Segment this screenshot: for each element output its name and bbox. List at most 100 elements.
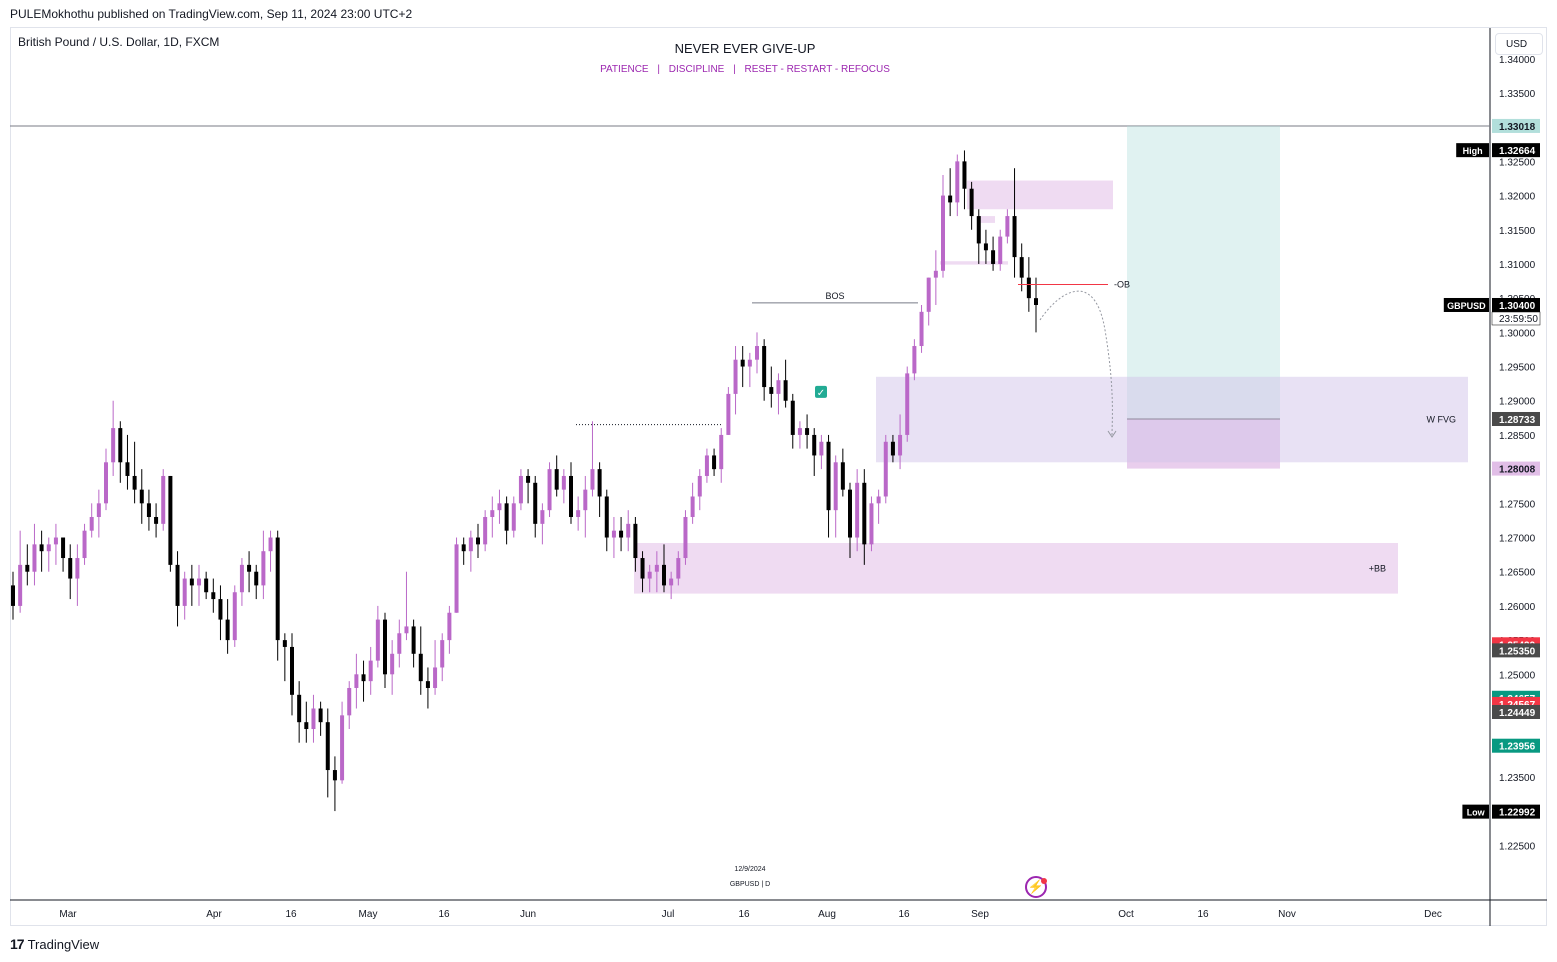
candle-body — [669, 578, 674, 586]
candle-body — [218, 599, 223, 620]
candle-body — [576, 510, 581, 518]
zone-label: W FVG — [1427, 415, 1457, 425]
candle-body — [783, 380, 788, 401]
candle-body — [812, 434, 817, 456]
x-tick-label: Mar — [59, 909, 77, 920]
candle-body — [640, 558, 645, 579]
price-label: 1.33018 — [1499, 122, 1536, 133]
candle-body — [189, 578, 194, 586]
candle-body — [454, 544, 459, 613]
candle-body — [805, 428, 810, 435]
candle-body — [11, 585, 15, 606]
candle-body — [39, 544, 44, 552]
check-icon — [815, 385, 827, 398]
candle-body — [662, 564, 666, 586]
price-tag: GBPUSD — [1447, 301, 1486, 311]
candle-body — [991, 250, 996, 264]
zone-label: +BB — [1369, 563, 1386, 573]
candle-body — [175, 564, 180, 606]
candle-body — [168, 475, 173, 565]
currency-button[interactable]: USD — [1495, 33, 1543, 55]
price-label-bg — [1492, 461, 1540, 476]
candle-body — [1026, 277, 1031, 299]
tradingview-mark-icon: 17 — [10, 936, 25, 952]
candle-body — [118, 428, 123, 463]
candle-body — [862, 482, 867, 545]
candle-body — [468, 537, 473, 552]
candle-body — [719, 434, 724, 470]
candle-body — [239, 564, 244, 593]
candle-body — [354, 674, 359, 688]
projection-arrowhead — [1107, 430, 1117, 438]
price-tag-bg — [1456, 143, 1489, 158]
note-item-patience: PATIENCE — [600, 64, 649, 75]
candle-body — [161, 475, 166, 524]
candle-body — [1019, 257, 1024, 278]
countdown-label: 23:59:50 — [1499, 314, 1538, 325]
candle-body — [769, 387, 774, 394]
x-tick-label: Jul — [662, 909, 675, 920]
candle-body — [848, 489, 852, 538]
y-tick-label: 1.29000 — [1499, 397, 1536, 408]
price-label-bg — [1492, 297, 1540, 312]
y-tick-label: 1.28500 — [1499, 431, 1536, 442]
y-tick-label: 1.25000 — [1499, 670, 1536, 681]
countdown-bg — [1491, 311, 1541, 326]
candle-body — [53, 537, 58, 545]
price-label-bg — [1492, 738, 1540, 753]
watermark-symbol: GBPUSD | D — [730, 881, 770, 888]
projection-arrow — [1039, 290, 1113, 437]
x-tick-label: 16 — [285, 909, 297, 920]
y-tick-label: 1.31500 — [1499, 226, 1536, 237]
candle-body — [833, 462, 838, 511]
price-tag: Low — [1467, 808, 1486, 818]
candle-body — [819, 441, 824, 456]
candle-body — [18, 564, 23, 606]
x-tick-label: 16 — [438, 909, 450, 920]
candle-body — [533, 482, 538, 524]
candle-body — [476, 537, 480, 545]
candle-body — [905, 373, 910, 435]
candle-body — [361, 674, 366, 682]
candle-body — [726, 393, 731, 435]
y-tick-label: 1.34000 — [1499, 55, 1536, 66]
tradingview-brand: TradingView — [27, 936, 100, 952]
candle-body — [855, 482, 860, 538]
symbol-title[interactable]: British Pound / U.S. Dollar, 1D, FXCM — [18, 35, 220, 49]
note-item-reset: RESET - RESTART - REFOCUS — [744, 64, 890, 75]
chart-frame — [10, 27, 1547, 926]
notification-dot — [1041, 878, 1047, 884]
lightning-icon[interactable]: ⚡ — [1025, 876, 1047, 898]
candle-body — [898, 434, 903, 456]
price-label: 1.30400 — [1499, 301, 1536, 312]
note-item-discipline: DISCIPLINE — [668, 64, 725, 75]
note-subtitle: PATIENCE | DISCIPLINE | RESET - RESTART … — [0, 64, 1490, 75]
candle-body — [325, 722, 330, 771]
price-label: 1.32664 — [1499, 146, 1536, 157]
candle-body — [197, 578, 201, 586]
tradingview-logo[interactable]: 17 TradingView — [10, 936, 99, 952]
candle-body — [1012, 216, 1017, 258]
note-separator: | — [733, 64, 736, 75]
candle-body — [75, 558, 80, 579]
price-label-bg — [1492, 411, 1540, 426]
candle-body — [340, 715, 345, 781]
candle-body — [146, 503, 151, 518]
candle-body — [497, 503, 502, 511]
published-caption: PULEMokhothu published on TradingView.co… — [10, 7, 413, 21]
x-tick-label: 16 — [898, 909, 910, 920]
candle-body — [747, 359, 752, 367]
candle-body — [590, 469, 595, 490]
candle-body — [976, 216, 981, 244]
candle-body — [204, 578, 209, 593]
y-tick-label: 1.27500 — [1499, 499, 1536, 510]
candle-body — [962, 161, 967, 189]
candle-body — [347, 687, 352, 716]
candle-body — [96, 503, 101, 518]
candle-body — [68, 558, 73, 579]
candle-body — [225, 619, 230, 641]
candle-body — [368, 660, 373, 682]
candle-body — [290, 646, 294, 695]
y-tick-label: 1.26000 — [1499, 602, 1536, 613]
